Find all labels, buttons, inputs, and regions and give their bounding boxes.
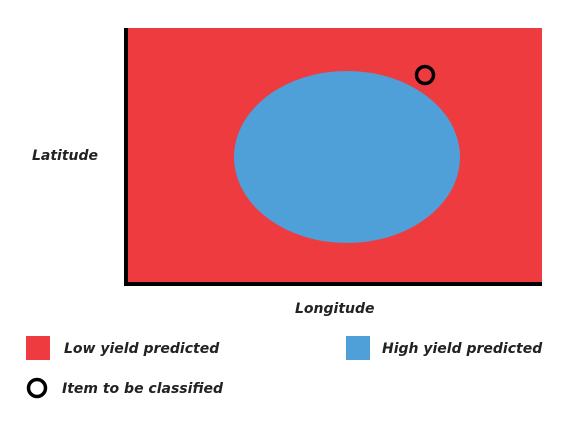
y-axis-label: Latitude: [32, 148, 98, 164]
legend-low-label: Low yield predicted: [64, 341, 220, 357]
item-marker: [414, 64, 436, 86]
x-axis-label: Longitude: [295, 301, 375, 317]
legend-high-label: High yield predicted: [382, 341, 543, 357]
legend-item-icon: [26, 377, 48, 399]
high-yield-region: [234, 71, 460, 243]
legend-low-swatch: [26, 336, 50, 360]
legend-item-label: Item to be classified: [62, 381, 224, 397]
legend-high-swatch: [346, 336, 370, 360]
